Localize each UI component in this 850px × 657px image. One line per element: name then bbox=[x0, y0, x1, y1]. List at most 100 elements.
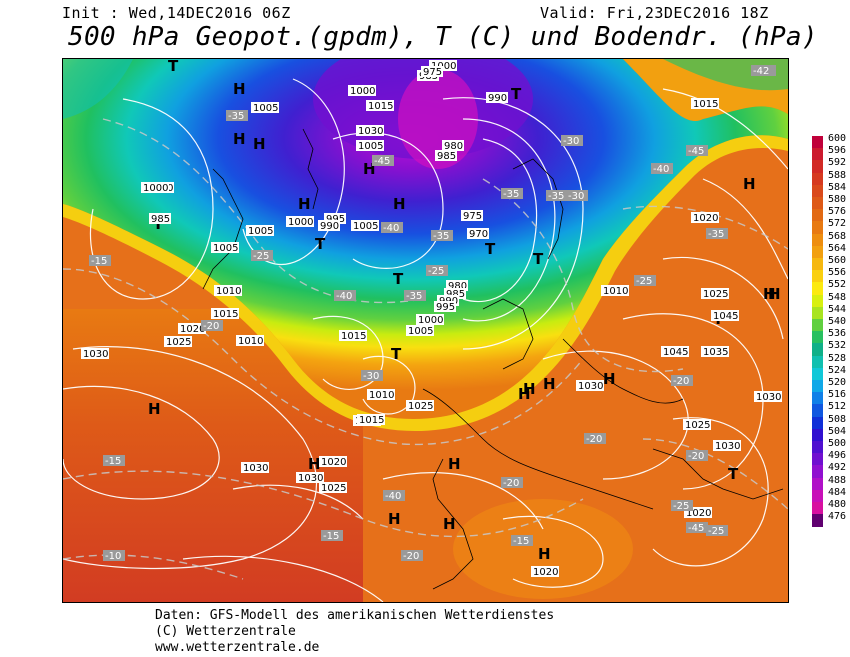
scale-swatch bbox=[812, 184, 823, 198]
scale-swatch bbox=[812, 489, 823, 503]
init-time: Init : Wed,14DEC2016 06Z bbox=[62, 4, 291, 22]
scale-swatch bbox=[812, 465, 823, 479]
temperature-label-box bbox=[404, 290, 426, 301]
temperature-label-box bbox=[751, 65, 773, 76]
temperature-label-box bbox=[321, 530, 343, 541]
isobar-label: 970 bbox=[469, 229, 488, 240]
isobar-label-box bbox=[684, 507, 712, 518]
scale-value: 576 bbox=[828, 206, 847, 218]
isobar-label: 1005 bbox=[408, 326, 433, 337]
isobar-label-box bbox=[348, 85, 376, 96]
isobar-label-box bbox=[296, 472, 324, 483]
temperature-label: -35 bbox=[228, 111, 244, 122]
temperature-label-box bbox=[251, 250, 273, 261]
isobar-label: 1010 bbox=[216, 286, 241, 297]
scale-value: 568 bbox=[828, 230, 847, 242]
temperature-label: -10 bbox=[105, 551, 121, 562]
scale-swatch bbox=[812, 392, 823, 405]
scale-swatch bbox=[812, 502, 823, 515]
scale-swatch bbox=[812, 380, 823, 393]
isobar-label: 1020 bbox=[180, 324, 205, 335]
low-pressure-marker: T bbox=[168, 59, 179, 75]
temperature-label-box bbox=[361, 370, 383, 381]
temperature-label-box bbox=[381, 222, 403, 233]
isobar-label: 1020 bbox=[693, 213, 718, 224]
scale-value: 584 bbox=[828, 181, 847, 193]
temperature-label: -15 bbox=[105, 456, 121, 467]
isobar-label-box bbox=[446, 280, 468, 291]
scale-value: 512 bbox=[828, 401, 847, 413]
temperature-label-box bbox=[383, 490, 405, 501]
high-pressure-marker: H bbox=[518, 385, 531, 403]
scale-swatch bbox=[812, 441, 823, 454]
high-pressure-marker: H bbox=[148, 400, 161, 418]
temperature-label: -40 bbox=[385, 491, 401, 502]
scale-value: 600 bbox=[828, 133, 847, 144]
scale-value: 572 bbox=[828, 218, 847, 230]
scale-value: 528 bbox=[828, 352, 847, 364]
isobar-label-box bbox=[319, 456, 347, 467]
scale-swatch bbox=[812, 148, 823, 161]
isobar-label: 1035 bbox=[703, 347, 728, 358]
high-pressure-marker: H bbox=[448, 455, 461, 473]
scale-value: 540 bbox=[828, 316, 847, 327]
isobar-label-box bbox=[366, 100, 394, 111]
isobar-label: 1025 bbox=[703, 289, 728, 300]
isobar-label-box bbox=[531, 566, 559, 577]
scale-value: 500 bbox=[828, 438, 847, 449]
high-pressure-marker: H bbox=[253, 135, 266, 153]
temperature-label: -35 bbox=[548, 191, 564, 202]
isobar-label: 1030 bbox=[243, 463, 268, 474]
isobar-label: 1030 bbox=[83, 349, 108, 360]
high-pressure-marker: H bbox=[233, 80, 246, 98]
temperature-label-box bbox=[671, 500, 693, 511]
isobar-label: 1025 bbox=[408, 401, 433, 412]
isobar-label-box bbox=[406, 400, 434, 411]
temperature-label-box bbox=[651, 163, 673, 174]
isobar-label: 1000 bbox=[143, 183, 168, 194]
isobar-label: 1015 bbox=[693, 99, 718, 110]
scale-swatch bbox=[812, 416, 823, 430]
temperature-label-box bbox=[334, 290, 356, 301]
isobar-label: 1015 bbox=[368, 101, 393, 112]
color-scale-legend: 600 596 592 588 584 580 576 572 568 564 560 556 552 5… bbox=[812, 132, 850, 532]
scale-swatch bbox=[812, 477, 823, 491]
scale-swatch bbox=[812, 453, 823, 466]
isobar-label-box bbox=[357, 414, 385, 425]
scale-value: 592 bbox=[828, 157, 847, 169]
isobar-label: 1015 bbox=[213, 309, 238, 320]
temperature-label: -20 bbox=[203, 321, 219, 332]
isobar-label: 1025 bbox=[321, 483, 346, 494]
scale-value: 492 bbox=[828, 462, 847, 474]
high-pressure-marker: H bbox=[743, 175, 756, 193]
isobar-label-box bbox=[434, 301, 456, 312]
temperature-label: -35 bbox=[708, 229, 724, 240]
isobar-label: 1025 bbox=[166, 337, 191, 348]
isobar-label-box bbox=[356, 125, 384, 136]
isobar-label-box bbox=[211, 308, 239, 319]
isobar-label-box bbox=[683, 419, 711, 430]
isobar-label-box bbox=[236, 335, 264, 346]
isobar-label-box bbox=[435, 150, 457, 161]
high-pressure-marker: H bbox=[543, 375, 556, 393]
isobar-label: 995 bbox=[326, 214, 345, 225]
isobar-label-box bbox=[351, 220, 379, 231]
isobar-label: 1010 bbox=[369, 390, 394, 401]
scale-value: 588 bbox=[828, 169, 847, 181]
isobar-label-box bbox=[711, 310, 739, 321]
low-pressure-marker: T bbox=[728, 465, 739, 483]
temperature-label: -30 bbox=[568, 191, 584, 202]
temperature-label-box bbox=[501, 477, 523, 488]
scale-value: 524 bbox=[828, 364, 847, 376]
scale-swatch bbox=[812, 221, 823, 235]
low-pressure-marker: T bbox=[533, 250, 544, 268]
temperature-label-box bbox=[431, 230, 453, 241]
isobar-label: 990 bbox=[320, 221, 339, 232]
isobar-label-box bbox=[246, 225, 274, 236]
scale-value: 480 bbox=[828, 499, 847, 510]
temperature-label: -35 bbox=[503, 189, 519, 200]
scale-value: 556 bbox=[828, 267, 847, 279]
scale-value: 508 bbox=[828, 413, 847, 425]
temperature-label: -25 bbox=[708, 526, 724, 537]
